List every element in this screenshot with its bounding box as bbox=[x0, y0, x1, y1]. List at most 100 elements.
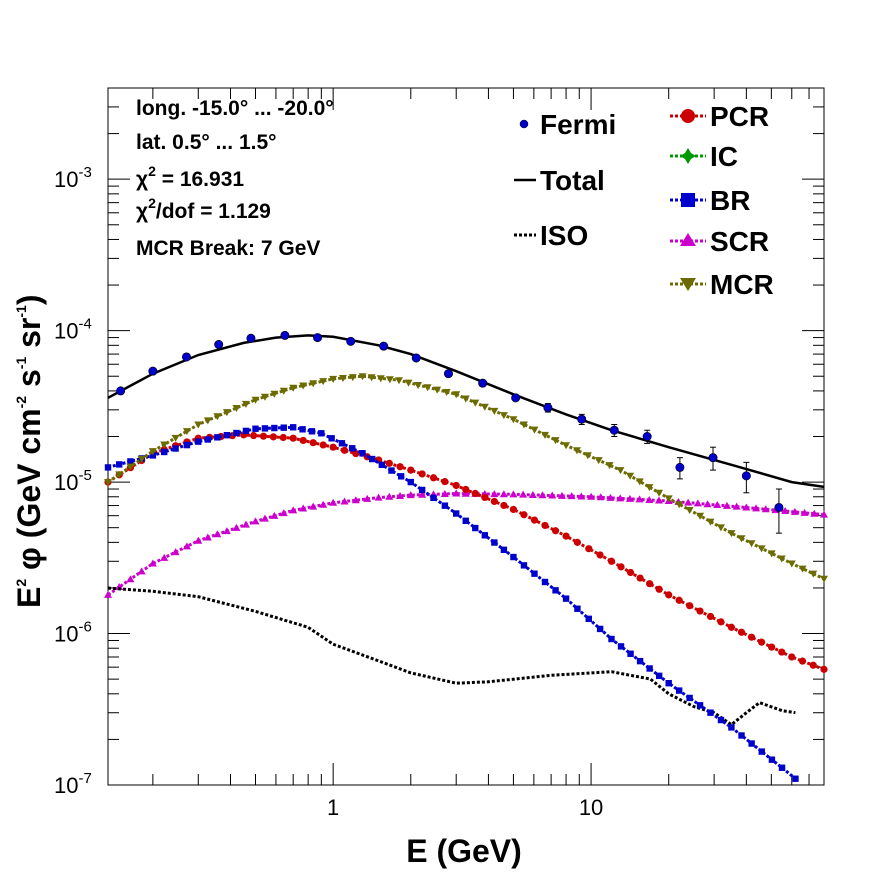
marker-scr bbox=[693, 499, 702, 507]
marker-pcr bbox=[696, 607, 704, 615]
marker-pcr bbox=[655, 585, 663, 593]
marker-scr bbox=[182, 542, 191, 550]
marker-mcr bbox=[499, 412, 508, 420]
marker-pcr bbox=[289, 434, 297, 442]
info-mcr-break: MCR Break: 7 GeV bbox=[136, 237, 320, 260]
marker-br bbox=[116, 461, 123, 468]
marker-mcr bbox=[137, 455, 146, 463]
marker-scr bbox=[396, 491, 405, 499]
marker-pcr bbox=[562, 532, 570, 540]
marker-br bbox=[338, 440, 346, 447]
marker-mcr bbox=[685, 507, 694, 515]
fermi-marker bbox=[543, 403, 553, 413]
marker-scr bbox=[440, 489, 449, 497]
marker-mcr bbox=[289, 384, 298, 392]
fermi-data-points bbox=[116, 330, 784, 534]
marker-br bbox=[359, 450, 366, 457]
marker-scr bbox=[452, 489, 461, 497]
marker-br bbox=[104, 464, 112, 471]
marker-br bbox=[531, 570, 538, 577]
marker-scr bbox=[104, 590, 112, 598]
marker-mcr bbox=[809, 570, 818, 578]
marker-mcr bbox=[747, 540, 756, 548]
marker-br bbox=[214, 434, 221, 441]
fermi-marker bbox=[148, 366, 158, 376]
marker-mcr bbox=[716, 524, 725, 532]
marker-mcr bbox=[260, 393, 269, 401]
marker-mcr bbox=[148, 448, 157, 456]
fermi-marker bbox=[741, 471, 751, 481]
series-line-mcr bbox=[107, 374, 825, 581]
marker-scr bbox=[137, 567, 146, 575]
marker-mcr bbox=[213, 413, 222, 421]
marker-pcr bbox=[798, 657, 807, 665]
series-scr bbox=[104, 489, 828, 598]
marker-scr bbox=[557, 491, 566, 499]
fermi-point bbox=[774, 488, 784, 534]
x-tick-label: 1 bbox=[327, 795, 339, 820]
marker-scr bbox=[490, 490, 499, 498]
marker-mcr bbox=[551, 437, 560, 445]
marker-br bbox=[574, 605, 581, 612]
marker-br bbox=[491, 539, 498, 546]
marker-scr bbox=[329, 498, 338, 506]
fermi-point bbox=[741, 461, 751, 494]
marker-mcr bbox=[279, 387, 288, 395]
marker-br bbox=[204, 436, 212, 443]
marker-scr bbox=[270, 511, 279, 519]
marker-br bbox=[308, 428, 316, 435]
series-line-br bbox=[107, 425, 797, 780]
fermi-marker bbox=[214, 339, 224, 349]
fermi-point bbox=[313, 333, 323, 343]
marker-br bbox=[368, 455, 376, 463]
marker-mcr bbox=[737, 535, 746, 543]
marker-br bbox=[696, 702, 704, 709]
fermi-point bbox=[246, 333, 256, 343]
fermi-point bbox=[511, 393, 521, 403]
fermi-point bbox=[280, 330, 290, 340]
marker-br bbox=[627, 650, 634, 657]
marker-pcr bbox=[727, 623, 735, 631]
marker-pcr bbox=[757, 638, 766, 646]
marker-pcr bbox=[520, 511, 528, 519]
fermi-marker bbox=[609, 425, 619, 435]
marker-scr bbox=[645, 495, 654, 503]
marker-mcr bbox=[367, 374, 376, 382]
marker-pcr bbox=[788, 653, 796, 661]
marker-pcr bbox=[429, 474, 438, 482]
fermi-point bbox=[181, 352, 191, 362]
axis-ticks bbox=[108, 87, 825, 786]
marker-scr bbox=[385, 492, 394, 500]
marker-br bbox=[418, 486, 426, 494]
marker-br bbox=[481, 532, 489, 539]
marker-mcr bbox=[572, 447, 581, 455]
marker-pcr bbox=[717, 618, 725, 626]
marker-scr bbox=[319, 500, 328, 508]
marker-scr bbox=[625, 494, 634, 502]
marker-pcr bbox=[329, 443, 337, 451]
marker-mcr bbox=[530, 426, 539, 434]
marker-pcr bbox=[441, 478, 449, 486]
marker-br bbox=[748, 740, 755, 747]
marker-scr bbox=[509, 490, 518, 498]
legend-mcr-marker bbox=[680, 278, 696, 291]
fermi-marker bbox=[116, 386, 126, 396]
marker-br bbox=[388, 467, 395, 474]
marker-mcr bbox=[757, 545, 766, 553]
fermi-point bbox=[543, 403, 553, 413]
marker-mcr bbox=[626, 472, 635, 480]
marker-pcr bbox=[530, 516, 539, 524]
marker-br bbox=[318, 430, 325, 437]
marker-pcr bbox=[551, 527, 560, 535]
marker-br bbox=[349, 445, 356, 452]
marker-mcr bbox=[385, 376, 394, 384]
y-tick-label: 10-6 bbox=[54, 619, 92, 647]
marker-mcr bbox=[706, 518, 715, 526]
legend-mcr-label: MCR bbox=[710, 269, 774, 300]
marker-scr bbox=[635, 495, 644, 503]
fermi-marker bbox=[346, 336, 356, 346]
marker-scr bbox=[606, 493, 615, 501]
marker-mcr bbox=[404, 379, 413, 387]
marker-mcr bbox=[160, 441, 169, 449]
marker-br bbox=[195, 438, 202, 445]
